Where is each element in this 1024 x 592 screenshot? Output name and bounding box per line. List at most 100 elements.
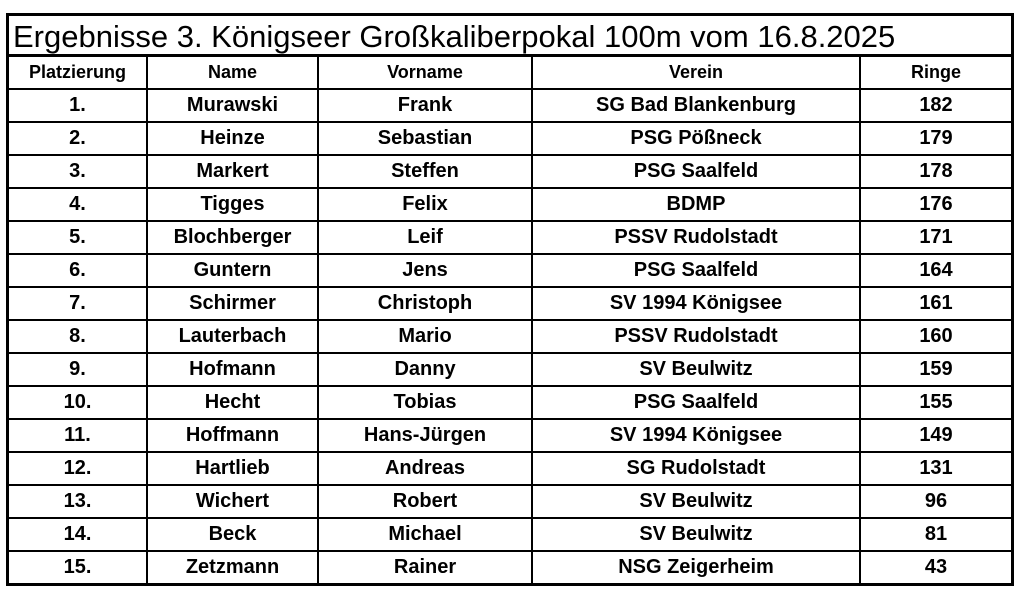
table-row: 9. Hofmann Danny SV Beulwitz 159 [9,353,1011,387]
results-sheet: Ergebnisse 3. Königseer Großkaliberpokal… [6,13,1014,586]
score-cell: 43 [859,551,1011,583]
club-cell: PSG Saalfeld [531,254,860,288]
score-cell: 176 [859,188,1011,222]
results-table: Platzierung Name Vorname Verein Ringe 1.… [9,57,1011,583]
score-cell: 160 [859,320,1011,354]
surname-cell: Hecht [146,386,318,420]
surname-cell: Hartlieb [146,452,318,486]
table-row: 1. Murawski Frank SG Bad Blankenburg 182 [9,89,1011,123]
surname-cell: Wichert [146,485,318,519]
club-cell: SV Beulwitz [531,353,860,387]
firstname-cell: Christoph [317,287,532,321]
table-row: 13. Wichert Robert SV Beulwitz 96 [9,485,1011,519]
score-cell: 179 [859,122,1011,156]
surname-cell: Murawski [146,89,318,123]
score-cell: 178 [859,155,1011,189]
club-cell: PSG Saalfeld [531,386,860,420]
placement-cell: 14. [9,518,147,552]
score-cell: 159 [859,353,1011,387]
firstname-cell: Robert [317,485,532,519]
table-row: 10. Hecht Tobias PSG Saalfeld 155 [9,386,1011,420]
score-cell: 171 [859,221,1011,255]
firstname-cell: Tobias [317,386,532,420]
header-row: Platzierung Name Vorname Verein Ringe [9,57,1011,90]
firstname-cell: Danny [317,353,532,387]
column-header-platzierung: Platzierung [9,57,147,90]
table-row: 6. Guntern Jens PSG Saalfeld 164 [9,254,1011,288]
surname-cell: Schirmer [146,287,318,321]
placement-cell: 9. [9,353,147,387]
club-cell: SV Beulwitz [531,518,860,552]
placement-cell: 8. [9,320,147,354]
club-cell: PSSV Rudolstadt [531,221,860,255]
surname-cell: Guntern [146,254,318,288]
table-row: 2. Heinze Sebastian PSG Pößneck 179 [9,122,1011,156]
firstname-cell: Rainer [317,551,532,583]
table-row: 3. Markert Steffen PSG Saalfeld 178 [9,155,1011,189]
club-cell: SG Bad Blankenburg [531,89,860,123]
score-cell: 164 [859,254,1011,288]
club-cell: PSSV Rudolstadt [531,320,860,354]
surname-cell: Hoffmann [146,419,318,453]
table-row: 14. Beck Michael SV Beulwitz 81 [9,518,1011,552]
placement-cell: 15. [9,551,148,583]
club-cell: PSG Saalfeld [531,155,860,189]
surname-cell: Lauterbach [146,320,318,354]
firstname-cell: Mario [317,320,532,354]
firstname-cell: Hans-Jürgen [317,419,532,453]
firstname-cell: Steffen [317,155,532,189]
club-cell: BDMP [531,188,860,222]
placement-cell: 10. [9,386,147,420]
table-row: 7. Schirmer Christoph SV 1994 Königsee 161 [9,287,1011,321]
table-row: 11. Hoffmann Hans-Jürgen SV 1994 Königsee 14… [9,419,1011,453]
surname-cell: Heinze [146,122,318,156]
table-row: 8. Lauterbach Mario PSSV Rudolstadt 160 [9,320,1011,354]
placement-cell: 7. [9,287,147,321]
firstname-cell: Jens [317,254,532,288]
table-row: 5. Blochberger Leif PSSV Rudolstadt 171 [9,221,1011,255]
score-cell: 182 [859,89,1011,123]
surname-cell: Markert [146,155,318,189]
placement-cell: 12. [9,452,147,486]
club-cell: SV Beulwitz [531,485,860,519]
score-cell: 161 [859,287,1011,321]
firstname-cell: Leif [317,221,532,255]
score-cell: 155 [859,386,1011,420]
club-cell: NSG Zeigerheim [531,551,860,583]
column-header-vorname: Vorname [317,57,532,90]
score-cell: 131 [859,452,1011,486]
club-cell: SV 1994 Königsee [531,419,860,453]
results-body: 1. Murawski Frank SG Bad Blankenburg 182 2. He… [9,89,1011,583]
firstname-cell: Andreas [317,452,532,486]
firstname-cell: Frank [317,89,532,123]
placement-cell: 13. [9,485,147,519]
sheet-title: Ergebnisse 3. Königseer Großkaliberpokal… [9,16,1011,57]
placement-cell: 4. [9,188,147,222]
table-row: 4. Tigges Felix BDMP 176 [9,188,1011,222]
surname-cell: Beck [146,518,318,552]
placement-cell: 6. [9,254,147,288]
surname-cell: Hofmann [146,353,318,387]
club-cell: SG Rudolstadt [531,452,860,486]
placement-cell: 3. [9,155,147,189]
club-cell: SV 1994 Königsee [531,287,860,321]
column-header-verein: Verein [531,57,860,90]
score-cell: 149 [859,419,1011,453]
surname-cell: Blochberger [146,221,318,255]
club-cell: PSG Pößneck [531,122,860,156]
placement-cell: 2. [9,122,147,156]
placement-cell: 5. [9,221,147,255]
column-header-ringe: Ringe [859,57,1011,90]
surname-cell: Tigges [146,188,318,222]
table-row: 12. Hartlieb Andreas SG Rudolstadt 131 [9,452,1011,486]
score-cell: 81 [859,518,1011,552]
table-row: 15. Zetzmann Rainer NSG Zeigerheim 43 [9,551,1011,583]
firstname-cell: Felix [317,188,532,222]
firstname-cell: Michael [317,518,532,552]
placement-cell: 1. [9,89,147,123]
surname-cell: Zetzmann [146,551,318,583]
score-cell: 96 [859,485,1011,519]
placement-cell: 11. [9,419,147,453]
column-header-name: Name [146,57,318,90]
firstname-cell: Sebastian [317,122,532,156]
